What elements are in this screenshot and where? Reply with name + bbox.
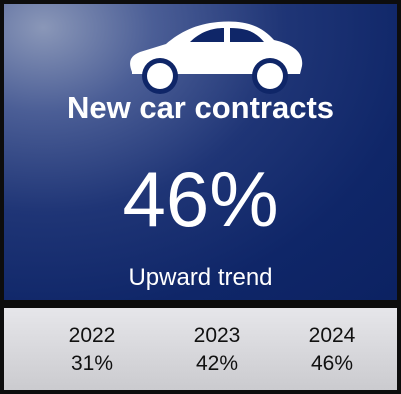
- history-percent: 31%: [70, 352, 114, 375]
- kpi-value: 46%: [122, 155, 279, 243]
- trend-label: Upward trend: [128, 264, 273, 291]
- history-percent: 46%: [310, 352, 354, 375]
- card-title: New car contracts: [66, 90, 335, 125]
- history-item-2024: 2024 46%: [282, 322, 382, 378]
- history-year: 2024: [308, 324, 356, 347]
- history-year: 2022: [68, 324, 116, 347]
- car-icon: [130, 21, 303, 94]
- divider: [4, 300, 397, 308]
- history-item-2023: 2023 42%: [167, 322, 267, 378]
- history-panel: 2022 31% 2023 42% 2024 46%: [4, 308, 397, 390]
- kpi-header-panel: New car contracts 46% Upward trend: [4, 4, 397, 300]
- history-item-2022: 2022 31%: [42, 322, 142, 378]
- history-percent: 42%: [195, 352, 239, 375]
- history-year: 2023: [193, 324, 241, 347]
